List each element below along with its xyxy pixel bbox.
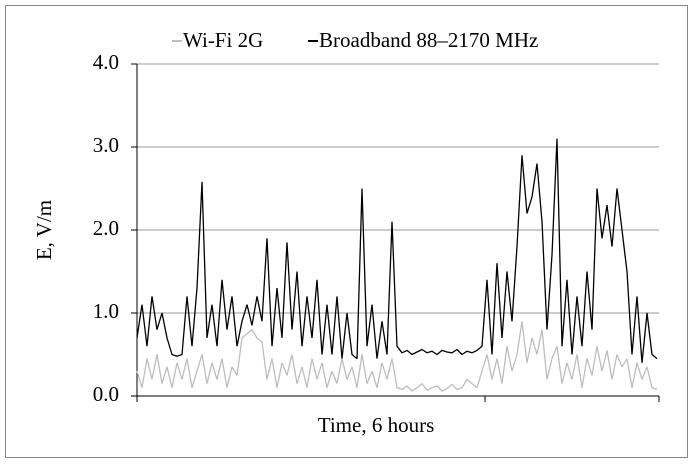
legend-label: Wi-Fi 2G: [183, 28, 263, 52]
y-axis-label: E, V/m: [32, 200, 56, 260]
y-tick-label: 0.0: [93, 382, 119, 406]
series-line: [136, 138, 658, 363]
y-tick-label: 1.0: [93, 299, 119, 323]
frame: [5, 5, 688, 458]
series-line: [136, 321, 658, 392]
x-axis-label: Time, 6 hours: [318, 413, 435, 437]
y-tick-label: 2.0: [93, 216, 119, 240]
y-tick-label: 3.0: [93, 133, 119, 157]
y-tick-label: 4.0: [93, 50, 119, 74]
legend-label: Broadband 88–2170 MHz: [319, 28, 538, 52]
